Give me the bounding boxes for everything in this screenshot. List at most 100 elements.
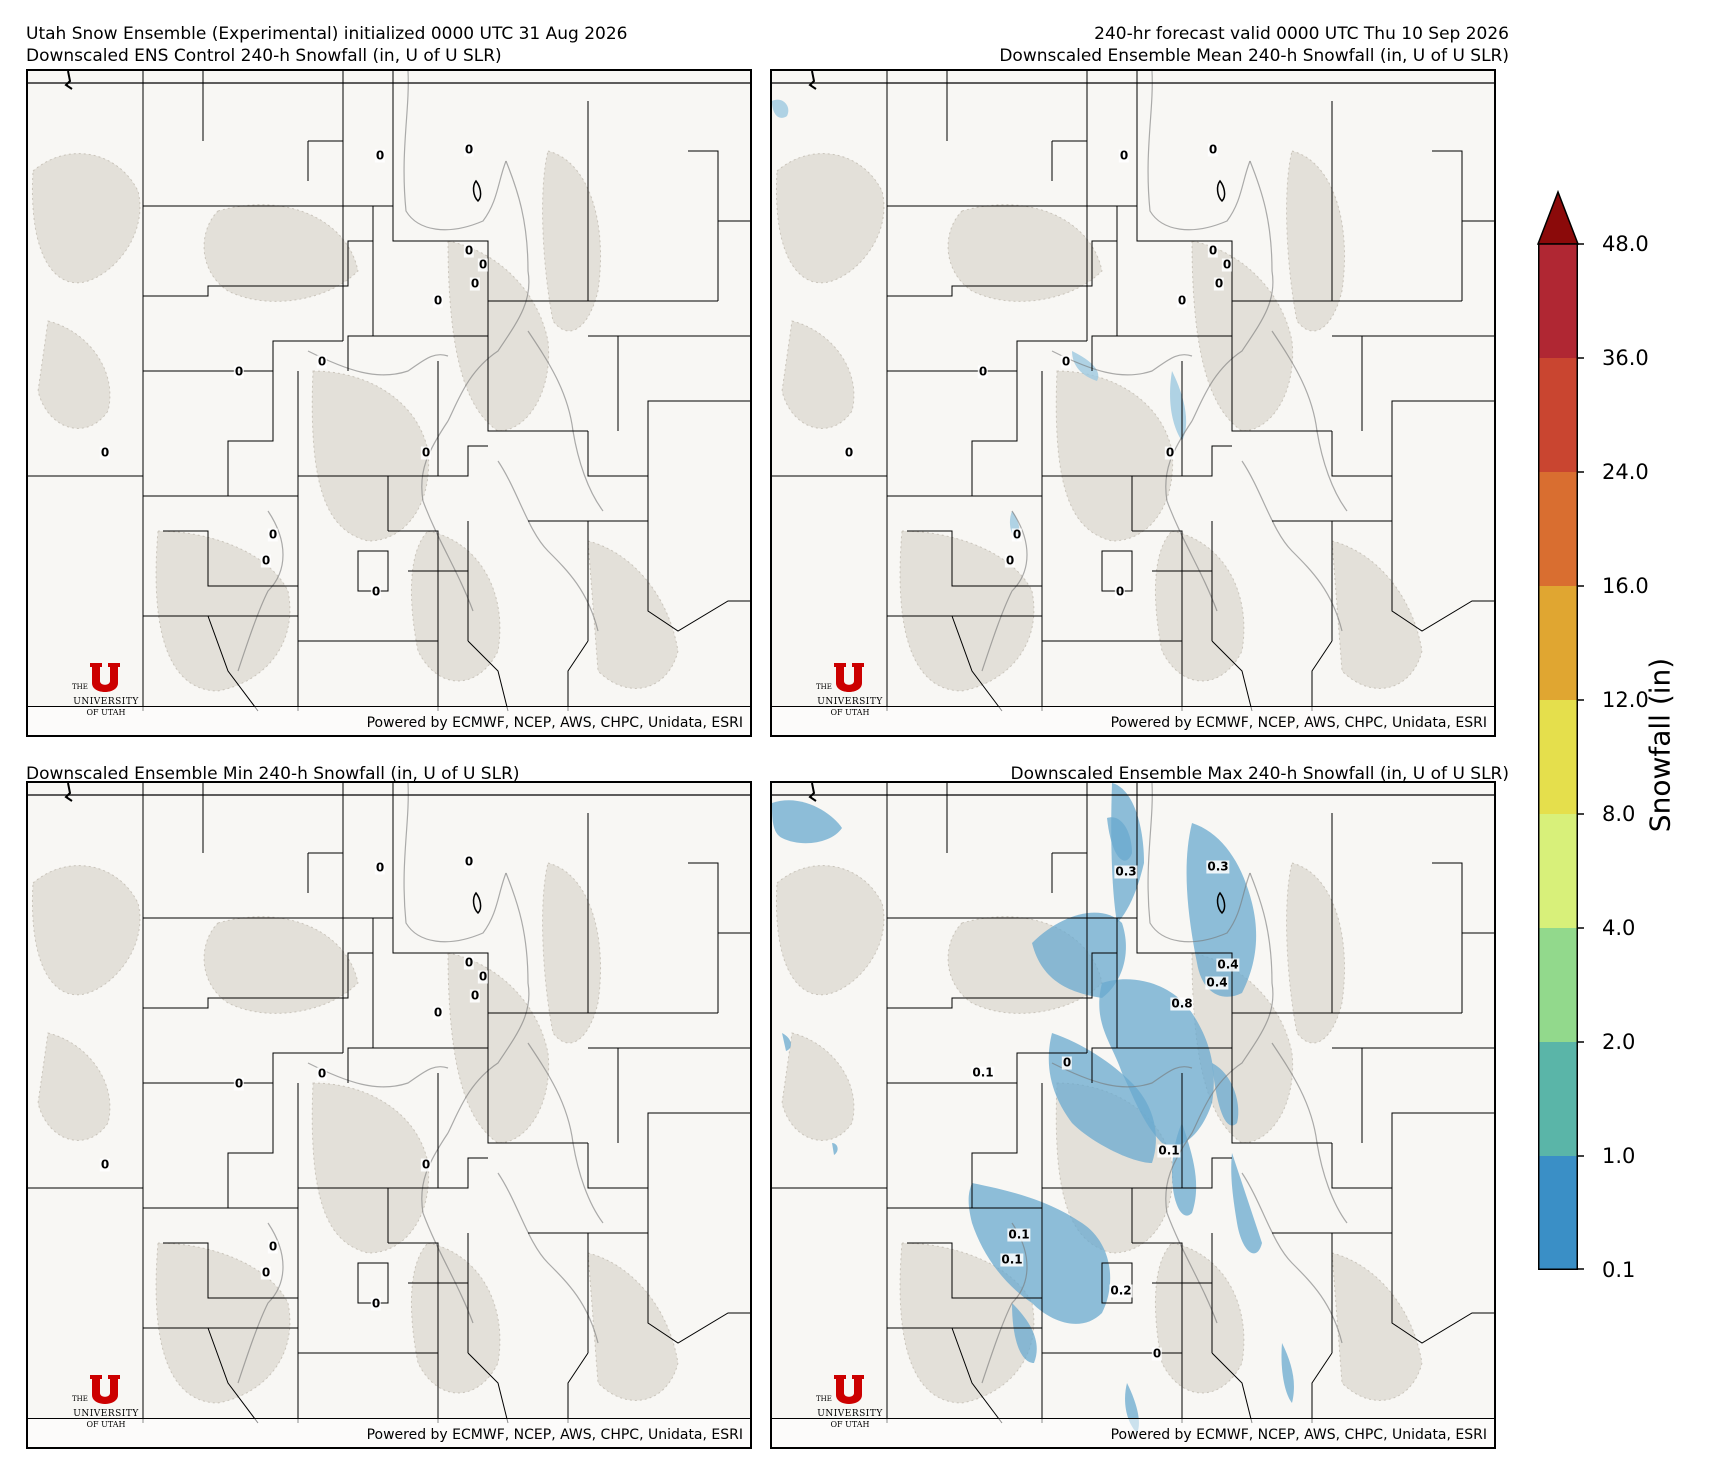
contour-label: 0 bbox=[1118, 148, 1130, 163]
river-line bbox=[237, 510, 284, 672]
county-boundary bbox=[1391, 1233, 1494, 1344]
contour-label: 0.1 bbox=[1000, 1252, 1024, 1267]
county-boundary bbox=[388, 1157, 488, 1189]
contour-label: 0 bbox=[463, 243, 475, 258]
river-line bbox=[497, 460, 599, 632]
contour-label: 0 bbox=[267, 1239, 279, 1254]
contour-label: 0 bbox=[374, 860, 386, 875]
county-boundary bbox=[1391, 400, 1494, 476]
colorbar-tick-label: 24.0 bbox=[1602, 460, 1649, 484]
county-boundary bbox=[1041, 586, 1182, 642]
contour-label: 0 bbox=[1011, 527, 1023, 542]
terrain-shade bbox=[948, 204, 1102, 302]
terrain-shade bbox=[1056, 371, 1173, 541]
county-boundary bbox=[467, 640, 509, 712]
terrain-shade bbox=[312, 371, 429, 541]
colorbar-tick-label: 12.0 bbox=[1602, 688, 1649, 712]
county-boundary bbox=[887, 1083, 1018, 1209]
contour-label: 0 bbox=[1207, 142, 1219, 157]
terrain-texture bbox=[447, 240, 550, 432]
contour-label: 0 bbox=[1060, 354, 1072, 369]
map-panel-min: 0 0 0 0 0 0 0 0 0 0 0 0 0 Powered by ECMWF, NCEP, AWS… bbox=[26, 781, 752, 1449]
terrain-shade bbox=[900, 1243, 1034, 1403]
terrain-texture bbox=[1286, 862, 1345, 1044]
terrain-texture bbox=[1331, 540, 1423, 689]
snow-area bbox=[1099, 979, 1214, 1146]
county-boundary bbox=[528, 1232, 589, 1353]
county-boundary bbox=[647, 400, 750, 476]
terrain-texture bbox=[1331, 1252, 1423, 1401]
terrain-shade bbox=[542, 151, 601, 331]
county-boundary bbox=[1101, 1262, 1133, 1304]
snow-area bbox=[782, 1033, 791, 1051]
colorbar-tick-label: 36.0 bbox=[1602, 346, 1649, 370]
county-boundary bbox=[163, 1242, 298, 1299]
logo-line1: UNIVERSITY bbox=[73, 697, 139, 707]
contour-label: 0 bbox=[477, 969, 489, 984]
contour-label: 0 bbox=[99, 1157, 111, 1172]
county-boundary bbox=[1211, 640, 1253, 712]
terrain-texture bbox=[1191, 240, 1294, 432]
county-boundary bbox=[1132, 1242, 1183, 1353]
logo-the: THE bbox=[816, 1395, 832, 1403]
river-line bbox=[1191, 872, 1274, 1134]
county-boundary bbox=[647, 521, 750, 632]
county-boundary bbox=[1091, 335, 1117, 371]
contour-label: 0 bbox=[233, 364, 245, 379]
colorbar-segment bbox=[1538, 1042, 1578, 1156]
county-boundary bbox=[1231, 301, 1332, 432]
county-boundary bbox=[1391, 1112, 1494, 1188]
terrain-shade bbox=[782, 321, 854, 429]
contour-label: 0.2 bbox=[1109, 1283, 1133, 1298]
county-boundary bbox=[907, 1242, 1042, 1299]
terrain-texture bbox=[1286, 150, 1345, 332]
contour-label: 0 bbox=[469, 276, 481, 291]
terrain-shade bbox=[38, 1033, 110, 1141]
county-boundary bbox=[163, 530, 298, 587]
border-line bbox=[808, 783, 817, 802]
snow-area bbox=[968, 1183, 1111, 1324]
river-line bbox=[1165, 420, 1218, 612]
panel-title-mean: Downscaled Ensemble Mean 240-h Snowfall … bbox=[999, 46, 1509, 66]
contour-label: 0 bbox=[1151, 1346, 1163, 1361]
terrain-shade bbox=[312, 1083, 429, 1253]
terrain-texture bbox=[1154, 530, 1245, 682]
river-line bbox=[497, 1172, 599, 1344]
terrain-shade bbox=[1286, 863, 1345, 1043]
county-boundary bbox=[887, 340, 1087, 372]
contour-label: 0 bbox=[1004, 553, 1016, 568]
map-panel-max: 0.3 0.3 0.4 0.4 0.8 0.1 0 0.1 0.1 0.1 0.2 0 Powered … bbox=[770, 781, 1496, 1449]
contour-label: 0.1 bbox=[971, 1065, 995, 1080]
u-block-logo-icon bbox=[90, 663, 120, 692]
terrain-shade bbox=[32, 153, 140, 283]
terrain-shade bbox=[782, 1033, 854, 1141]
colorbar-outline bbox=[1538, 243, 1578, 1270]
logo-the: THE bbox=[72, 683, 88, 691]
county-boundary bbox=[1136, 783, 1332, 1014]
terrain-texture bbox=[311, 1082, 430, 1254]
county-boundary bbox=[207, 1327, 259, 1424]
terrain-texture bbox=[203, 916, 359, 1014]
river-line bbox=[981, 510, 1028, 672]
credit-text: Powered by ECMWF, NCEP, AWS, CHPC, Unida… bbox=[366, 715, 743, 731]
county-boundary bbox=[1331, 1143, 1392, 1189]
contour-label: 0 bbox=[1213, 276, 1225, 291]
county-boundary bbox=[647, 1233, 750, 1344]
terrain-shade bbox=[1332, 1253, 1422, 1401]
county-boundary bbox=[887, 371, 1018, 497]
terrain-shade bbox=[32, 865, 140, 995]
county-boundary bbox=[1391, 521, 1494, 632]
contour-label: 0 bbox=[374, 148, 386, 163]
colorbar-tick-label: 8.0 bbox=[1602, 802, 1636, 826]
county-boundary bbox=[1311, 1352, 1333, 1423]
river-line bbox=[1191, 160, 1274, 422]
terrain-shade bbox=[588, 1253, 678, 1401]
terrain-shade bbox=[1286, 151, 1345, 331]
terrain-texture bbox=[410, 1242, 501, 1394]
county-boundary bbox=[1331, 431, 1392, 477]
lake bbox=[1216, 179, 1226, 203]
county-boundary bbox=[587, 431, 648, 477]
colorbar-tick-label: 48.0 bbox=[1602, 232, 1649, 256]
map-footer: Powered by ECMWF, NCEP, AWS, CHPC, Unida… bbox=[28, 1418, 750, 1447]
valid-time: 240-hr forecast valid 0000 UTC Thu 10 Se… bbox=[1094, 24, 1509, 44]
